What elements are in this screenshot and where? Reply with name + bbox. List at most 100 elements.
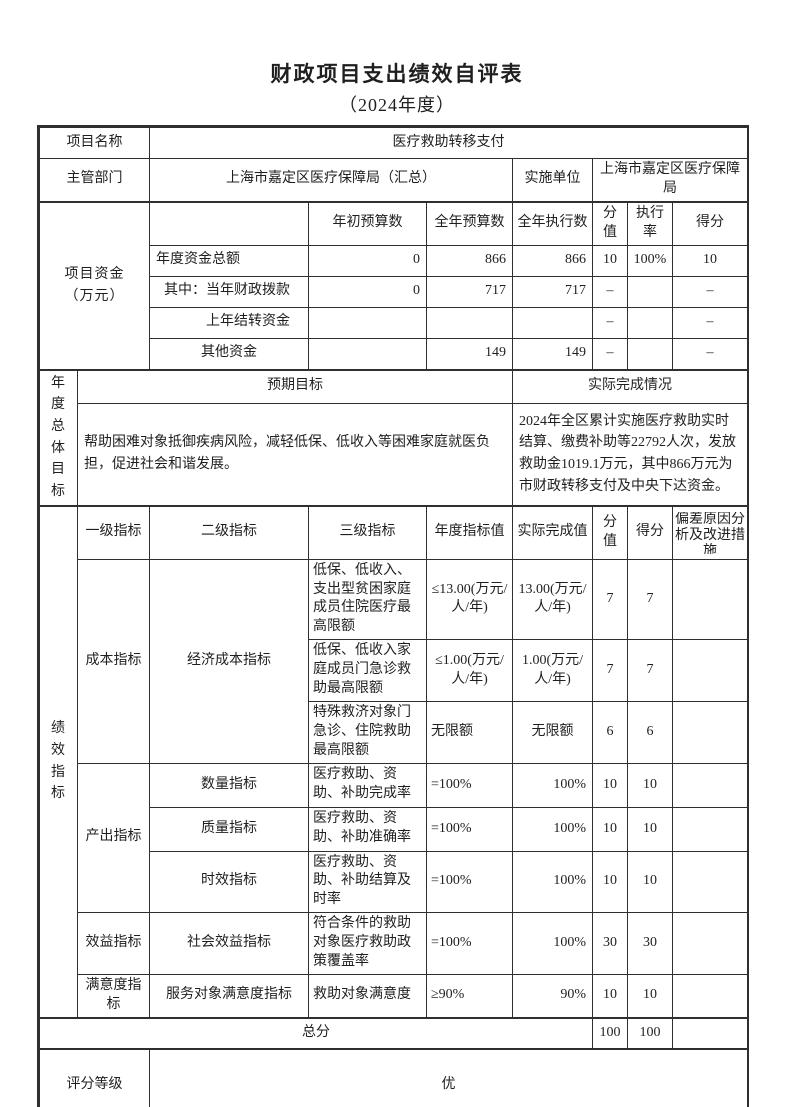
deviation-cell: [672, 700, 748, 764]
header-executed: 全年执行数: [512, 201, 593, 246]
level3-cell: 特殊救济对象门急诊、住院救助最高限额: [308, 700, 427, 764]
score-cell: 10: [627, 973, 673, 1018]
info-table: 项目名称 医疗救助转移支付 主管部门 上海市嘉定区医疗保障局（汇总） 实施单位 …: [39, 127, 749, 202]
deviation-cell: [672, 912, 748, 975]
funds-row-appropriation: 其中：当年财政拨款 0 717 717 – –: [40, 275, 748, 308]
fund-row-label: 上年结转资金: [149, 306, 309, 339]
indicator-row: 时效指标 医疗救助、资助、补助结算及时率 =100% 100% 10 10: [40, 850, 748, 914]
deviation-cell: [672, 850, 748, 914]
deviation-cell: [672, 639, 748, 702]
target-cell: =100%: [426, 806, 513, 852]
fund-rate: [627, 275, 673, 308]
weight-cell: 10: [592, 850, 628, 914]
header-weight: 分值: [592, 201, 628, 246]
rating-label: 评分等级: [39, 1048, 150, 1107]
target-cell: 无限额: [426, 700, 513, 764]
fund-weight: –: [592, 337, 628, 370]
actual-cell: 13.00(万元/人/年): [512, 558, 593, 641]
total-deviation-cell: [672, 1017, 748, 1049]
score-cell: 7: [627, 639, 673, 702]
target-cell: ≤13.00(万元/人/年): [426, 558, 513, 641]
target-cell: =100%: [426, 762, 513, 808]
goals-section-label: 年度 总体 目标: [39, 369, 78, 506]
evaluation-table: 项目名称 医疗救助转移支付 主管部门 上海市嘉定区医疗保障局（汇总） 实施单位 …: [37, 125, 749, 1107]
weight-cell: 7: [592, 639, 628, 702]
fund-executed: 149: [512, 337, 593, 370]
fund-score: –: [672, 337, 748, 370]
project-name-label: 项目名称: [39, 127, 150, 159]
fund-rate: [627, 337, 673, 370]
level2-cell: 服务对象满意度指标: [149, 973, 309, 1018]
fund-annual: [426, 306, 513, 339]
level2-cell: 社会效益指标: [149, 912, 309, 975]
deviation-cell: [672, 762, 748, 808]
target-cell: =100%: [426, 912, 513, 975]
target-cell: ≥90%: [426, 973, 513, 1018]
level2-cell: 数量指标: [149, 762, 309, 808]
table-row: 主管部门 上海市嘉定区医疗保障局（汇总） 实施单位 上海市嘉定区医疗保障局: [39, 158, 749, 202]
fund-initial: 0: [308, 275, 427, 308]
rating-value: 优: [149, 1048, 748, 1107]
score-cell: 10: [627, 806, 673, 852]
fund-initial: 0: [308, 244, 427, 277]
project-name-value: 医疗救助转移支付: [148, 127, 749, 159]
goals-table: 年度 总体 目标 预期目标 实际完成情况 帮助困难对象抵御疾病风险，减轻低保、低…: [39, 369, 748, 506]
dept-value: 上海市嘉定区医疗保障局（汇总）: [149, 158, 513, 202]
header-initial-budget: 年初预算数: [308, 201, 427, 246]
total-table: 总分 100 100: [39, 1017, 748, 1049]
fund-score: –: [672, 306, 748, 339]
header-annual-budget: 全年预算数: [426, 201, 513, 246]
level3-cell: 救助对象满意度: [308, 973, 427, 1018]
funds-row-other: 其他资金 149 149 – –: [40, 337, 748, 370]
deviation-cell: [672, 973, 748, 1018]
level1-cell: 成本指标: [77, 558, 150, 764]
actual-cell: 100%: [512, 762, 593, 808]
indicator-row: 成本指标 经济成本指标 低保、低收入、支出型贫困家庭成员住院医疗最高限额 ≤13…: [40, 558, 748, 764]
score-cell: 30: [627, 912, 673, 975]
impl-unit-label: 实施单位: [512, 158, 593, 202]
doc-subtitle: （2024年度）: [339, 95, 455, 115]
actual-cell: 90%: [512, 973, 593, 1018]
total-label: 总分: [39, 1017, 593, 1049]
score-cell: 6: [627, 700, 673, 764]
level1-cell: 产出指标: [77, 762, 150, 914]
fund-weight: 10: [592, 244, 628, 277]
rating-row: 评分等级 优: [39, 1048, 748, 1107]
deviation-cell: [672, 558, 748, 641]
funds-table: 项目资金 （万元） 年初预算数 全年预算数 全年执行数 分值 执行率 得分 年度…: [39, 201, 748, 370]
score-cell: 10: [627, 850, 673, 914]
fund-row-label: 其他资金: [149, 337, 309, 370]
weight-cell: 10: [592, 762, 628, 808]
funds-header-row: 项目资金 （万元） 年初预算数 全年预算数 全年执行数 分值 执行率 得分: [39, 201, 748, 370]
fund-initial: [308, 306, 427, 339]
funds-row-carryover: 上年结转资金 – –: [40, 306, 748, 339]
header-exec-rate: 执行率: [627, 201, 673, 246]
header-deviation-text: 偏差原因分析及改进措施: [675, 511, 745, 554]
fund-row-label: 年度资金总额: [149, 244, 309, 277]
level2-cell: 经济成本指标: [149, 558, 309, 764]
indicator-row: 低保、低收入家庭成员门急诊救助最高限额 ≤1.00(万元/人/年) 1.00(万…: [40, 639, 748, 702]
header-score: 得分: [672, 201, 748, 246]
level2-cell: 质量指标: [149, 806, 309, 852]
weight-cell: 10: [592, 806, 628, 852]
target-cell: ≤1.00(万元/人/年): [426, 639, 513, 702]
header-deviation: 偏差原因分析及改进措施: [672, 505, 748, 560]
fund-annual: 866: [426, 244, 513, 277]
fund-weight: –: [592, 275, 628, 308]
actual-cell: 100%: [512, 912, 593, 975]
weight-cell: 30: [592, 912, 628, 975]
doc-title: 财政项目支出绩效自评表: [270, 62, 524, 86]
rating-table: 评分等级 优: [39, 1048, 748, 1107]
funds-section-label: 项目资金 （万元）: [39, 201, 150, 370]
indicators-table: 绩效 指标 一级指标 二级指标 三级指标 年度指标值 实际完成值 分值 得分 偏…: [39, 505, 748, 1018]
header-actual-completion: 实际完成情况: [512, 369, 748, 404]
level2-cell: 时效指标: [149, 850, 309, 914]
weight-cell: 7: [592, 558, 628, 641]
fund-executed: 717: [512, 275, 593, 308]
dept-label: 主管部门: [39, 158, 150, 202]
fund-row-label: 其中：当年财政拨款: [149, 275, 309, 308]
score-cell: 10: [627, 762, 673, 808]
level3-cell: 医疗救助、资助、补助完成率: [308, 762, 427, 808]
actual-completion-text: 2024年全区累计实施医疗救助实时结算、缴费补助等22792人次，发放救助金10…: [512, 402, 748, 506]
